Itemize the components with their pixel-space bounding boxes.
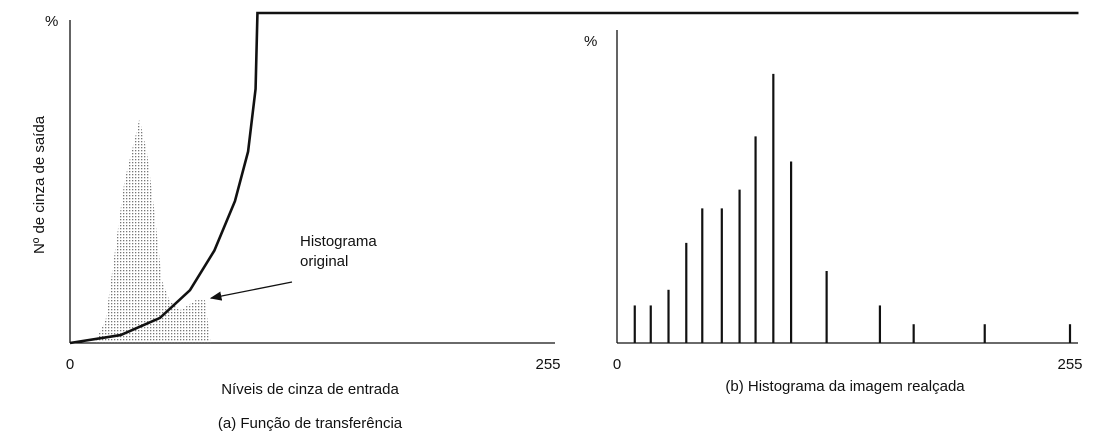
histogram-area xyxy=(94,118,211,343)
annotation-arrow xyxy=(209,281,293,301)
annotation-text: Histograma xyxy=(300,233,377,250)
x-tick-label: 255 xyxy=(1057,356,1082,373)
caption: (b) Histograma da imagem realçada xyxy=(725,378,965,395)
transfer-curve xyxy=(69,11,1079,345)
x-axis-label: Níveis de cinza de entrada xyxy=(221,381,399,398)
x-tick-label: 0 xyxy=(613,356,621,373)
y-symbol: % xyxy=(45,13,58,30)
annotation-text: original xyxy=(300,253,348,270)
y-symbol: % xyxy=(584,33,597,50)
x-tick-label: 0 xyxy=(66,356,74,373)
caption: (a) Função de transferência xyxy=(218,415,403,432)
y-axis-label: Nº de cinza de saída xyxy=(31,115,48,254)
x-tick-label: 255 xyxy=(535,356,560,373)
